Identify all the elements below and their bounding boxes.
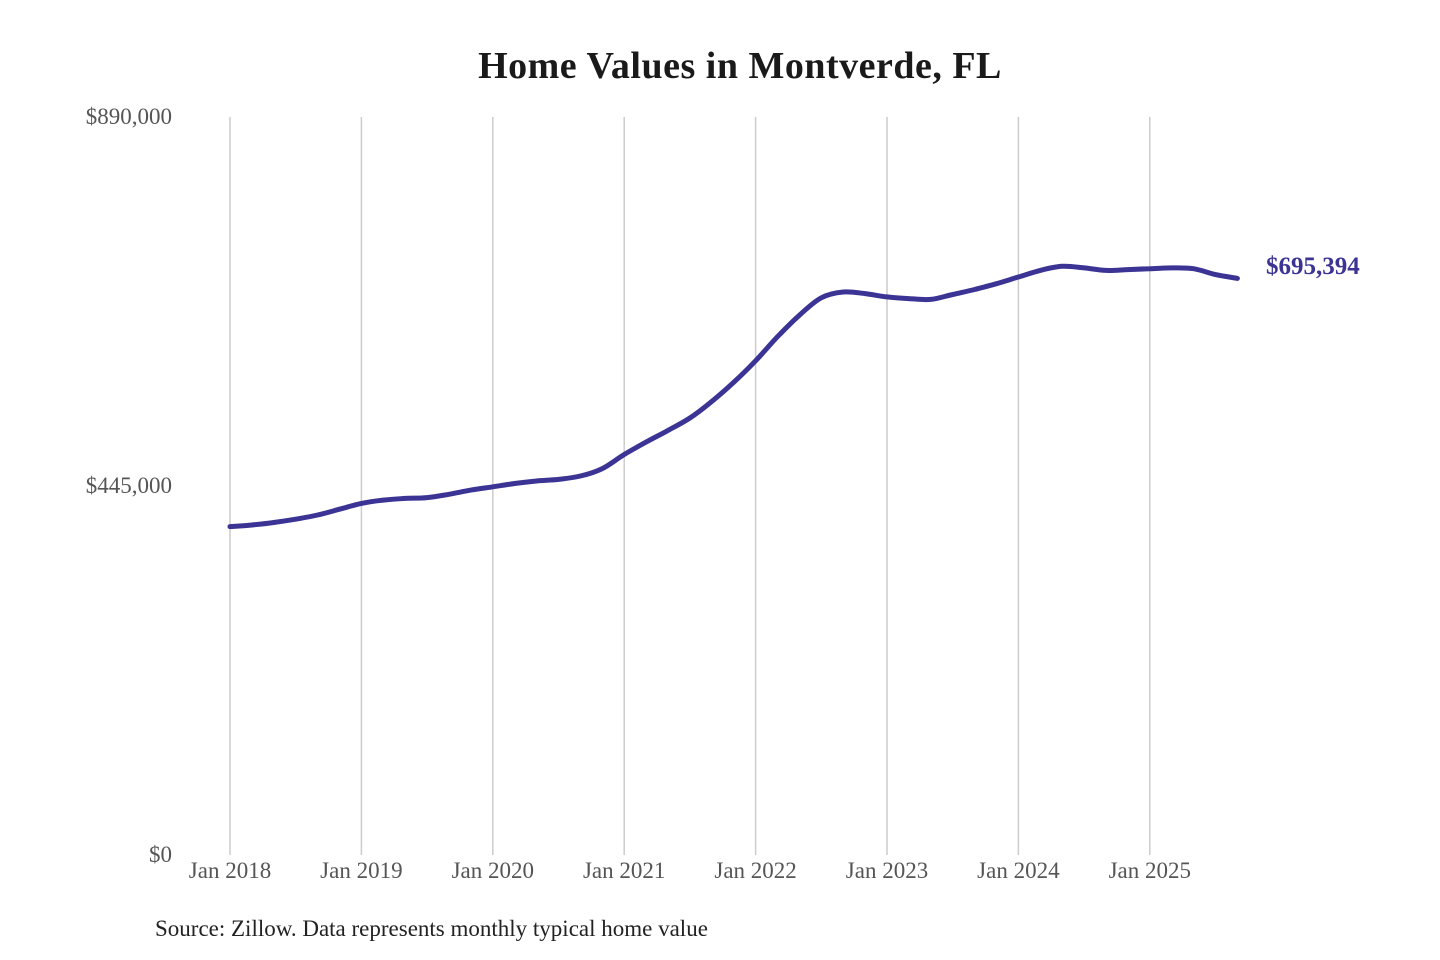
y-tick-label-445000: $445,000: [85, 473, 172, 498]
y-tick-label-0: $0: [149, 842, 172, 867]
y-tick-label-890000: $890,000: [85, 104, 172, 129]
home-value-line-series: [227, 263, 1240, 530]
source-note: Source: Zillow. Data represents monthly …: [155, 916, 708, 941]
x-tick-label-jan-2025: Jan 2025: [1108, 858, 1192, 883]
x-tick-label-jan-2021: Jan 2021: [582, 858, 666, 883]
x-tick-label-jan-2020: Jan 2020: [451, 858, 535, 883]
vertical-gridlines: [229, 117, 1151, 855]
x-tick-label-jan-2024: Jan 2024: [977, 858, 1060, 883]
x-tick-label-jan-2023: Jan 2023: [845, 858, 929, 883]
x-tick-label-jan-2019: Jan 2019: [320, 858, 403, 883]
chart-title: Home Values in Montverde, FL: [478, 45, 1002, 87]
x-tick-label-jan-2018: Jan 2018: [188, 858, 272, 883]
latest-value-label: $695,394: [1266, 253, 1360, 280]
x-tick-label-jan-2022: Jan 2022: [714, 858, 797, 883]
